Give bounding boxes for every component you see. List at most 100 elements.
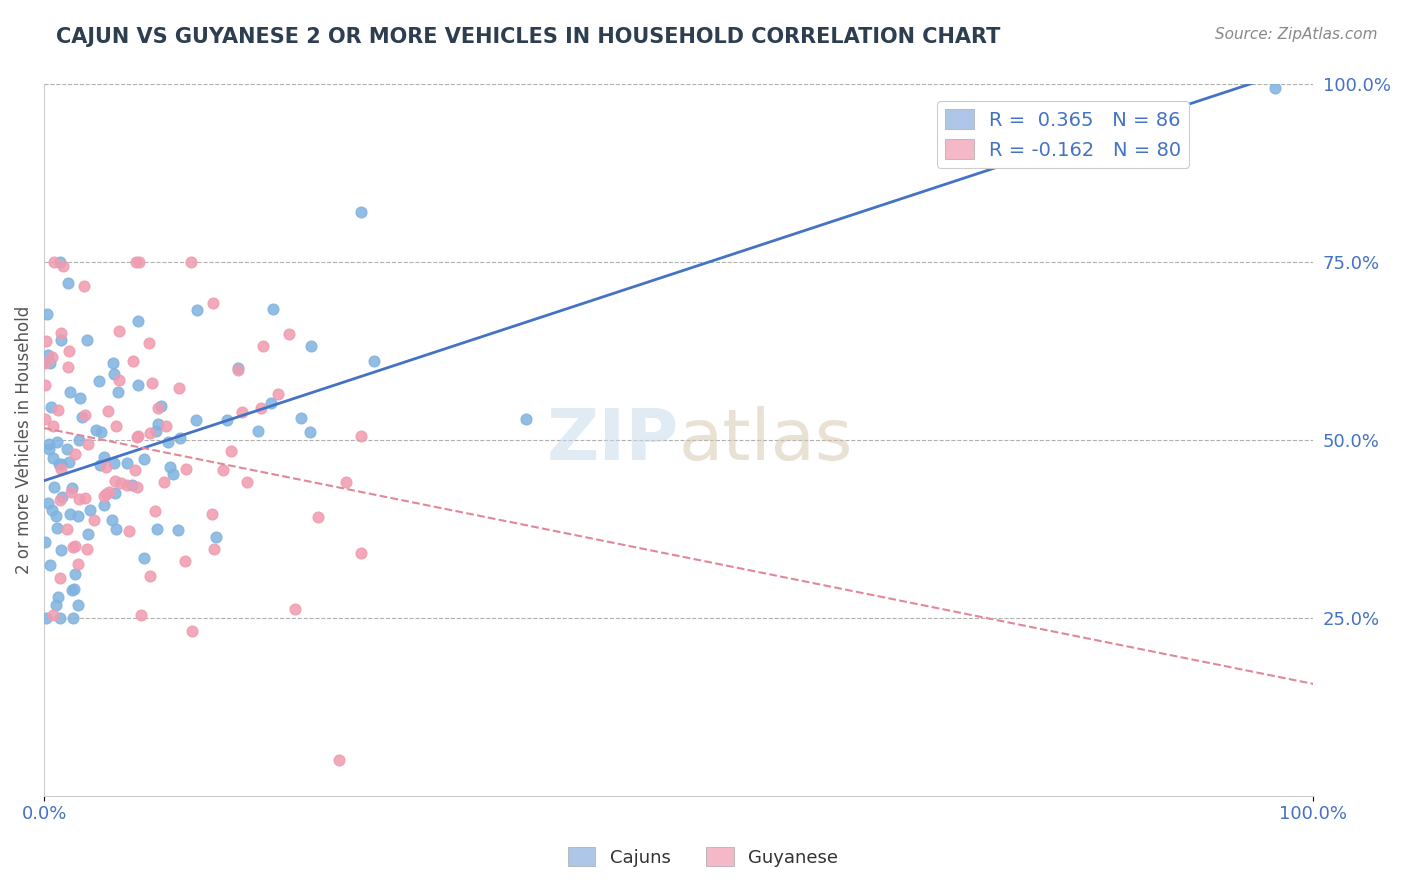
Point <box>250 401 273 415</box>
Point <box>63 447 86 461</box>
Point <box>56 442 79 456</box>
Point <box>127 480 149 494</box>
Point <box>51 490 73 504</box>
Point <box>139 569 162 583</box>
Point <box>58 454 80 468</box>
Point <box>127 428 149 442</box>
Point <box>48 571 70 585</box>
Point <box>69 392 91 406</box>
Point <box>124 463 146 477</box>
Point <box>67 492 90 507</box>
Point <box>159 460 181 475</box>
Point <box>97 403 120 417</box>
Point <box>38 437 60 451</box>
Point <box>169 431 191 445</box>
Point <box>180 624 202 639</box>
Point <box>328 753 350 767</box>
Point <box>42 255 65 269</box>
Point <box>49 462 72 476</box>
Point <box>93 490 115 504</box>
Point <box>35 334 58 349</box>
Point <box>39 400 62 414</box>
Point <box>45 508 67 523</box>
Point <box>93 450 115 464</box>
Point <box>62 541 84 555</box>
Point <box>55 522 77 536</box>
Point <box>34 611 56 625</box>
Point <box>104 486 127 500</box>
Point <box>48 611 70 625</box>
Point <box>290 410 312 425</box>
Point <box>105 419 128 434</box>
Point <box>62 611 84 625</box>
Point <box>66 599 89 613</box>
Point <box>46 402 69 417</box>
Point <box>63 567 86 582</box>
Point <box>212 463 235 477</box>
Point <box>66 557 89 571</box>
Point <box>49 333 72 347</box>
Point <box>37 348 59 362</box>
Point <box>105 522 128 536</box>
Point <box>127 314 149 328</box>
Point <box>51 326 73 341</box>
Point <box>66 509 89 524</box>
Point <box>42 419 65 434</box>
Point <box>307 509 329 524</box>
Point <box>231 405 253 419</box>
Point <box>173 553 195 567</box>
Point <box>236 475 259 489</box>
Point <box>48 255 70 269</box>
Point <box>201 508 224 522</box>
Point <box>59 507 82 521</box>
Point <box>350 429 373 443</box>
Point <box>38 442 60 457</box>
Point <box>77 527 100 541</box>
Point <box>77 437 100 451</box>
Point <box>246 424 269 438</box>
Point <box>284 601 307 615</box>
Point <box>350 205 373 219</box>
Point <box>150 399 173 413</box>
Point <box>41 350 63 364</box>
Point <box>87 374 110 388</box>
Point <box>56 360 79 375</box>
Point <box>58 277 80 291</box>
Point <box>127 378 149 392</box>
Point <box>90 425 112 440</box>
Point <box>79 503 101 517</box>
Point <box>35 307 58 321</box>
Point <box>145 424 167 438</box>
Point <box>89 458 111 473</box>
Point <box>46 591 69 605</box>
Point <box>146 417 169 432</box>
Point <box>129 607 152 622</box>
Point <box>39 558 62 572</box>
Point <box>335 475 357 490</box>
Point <box>37 496 59 510</box>
Point <box>121 478 143 492</box>
Point <box>118 524 141 538</box>
Point <box>42 480 65 494</box>
Point <box>110 475 132 490</box>
Point <box>252 338 274 352</box>
Point <box>60 583 83 598</box>
Point <box>34 411 56 425</box>
Text: ZIP: ZIP <box>547 406 679 475</box>
Point <box>41 503 63 517</box>
Point <box>121 353 143 368</box>
Point <box>267 386 290 401</box>
Point <box>127 430 149 444</box>
Point <box>167 381 190 395</box>
Point <box>34 356 56 370</box>
Point <box>76 541 98 556</box>
Point <box>98 485 121 500</box>
Point <box>49 542 72 557</box>
Point <box>52 259 75 273</box>
Point <box>63 582 86 596</box>
Point <box>84 423 107 437</box>
Point <box>155 419 177 434</box>
Point <box>107 385 129 400</box>
Point <box>226 363 249 377</box>
Point <box>46 434 69 449</box>
